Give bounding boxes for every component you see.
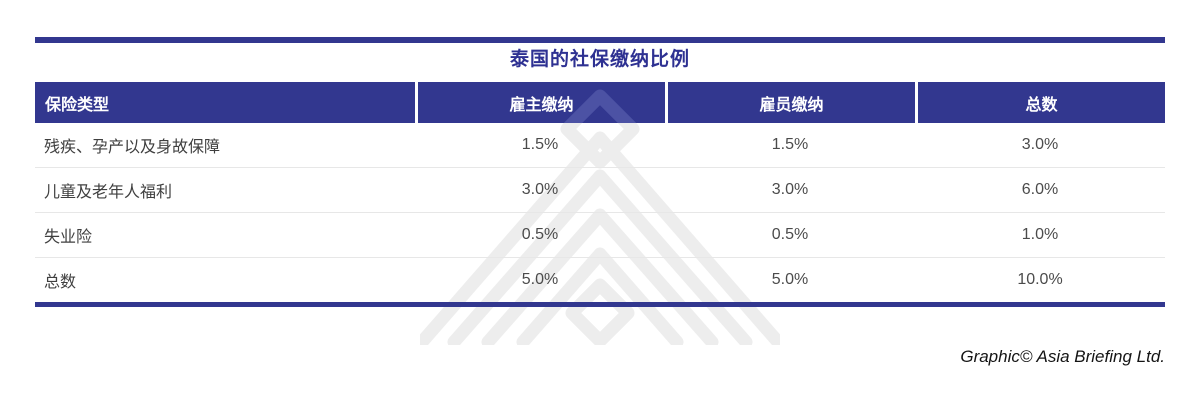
cell-employer-rate: 5.0% — [521, 271, 559, 288]
cell-insurance-type: 残疾、孕产以及身故保障 — [44, 139, 221, 156]
column-header-insurance-type: 保险类型 — [45, 96, 110, 114]
cell-employee-rate: 0.5% — [771, 226, 809, 243]
cell-employer-rate: 0.5% — [521, 226, 559, 243]
top-divider-bar — [35, 37, 1165, 43]
column-header-employer-contribution: 雇主缴纳 — [415, 82, 665, 123]
column-header-employee-contribution: 雇员缴纳 — [665, 82, 915, 123]
cell-insurance-type: 失业险 — [44, 229, 93, 246]
table-row: 儿童及老年人福利 3.0% 3.0% 6.0% — [35, 168, 1165, 213]
cell-total-rate: 6.0% — [1021, 181, 1059, 198]
cell-employee-rate: 5.0% — [771, 271, 809, 288]
contribution-table: 保险类型 雇主缴纳 雇员缴纳 总数 残疾、孕产以及身故保障 1.5% 1.5% … — [35, 82, 1165, 307]
table-row: 残疾、孕产以及身故保障 1.5% 1.5% 3.0% — [35, 123, 1165, 168]
table-row-total: 总数 5.0% 5.0% 10.0% — [35, 258, 1165, 307]
cell-total-rate: 3.0% — [1021, 136, 1059, 153]
chart-title: 泰国的社保缴纳比例 — [509, 49, 690, 70]
table-row: 失业险 0.5% 0.5% 1.0% — [35, 213, 1165, 258]
cell-insurance-type: 儿童及老年人福利 — [44, 184, 173, 201]
column-header-total: 总数 — [915, 82, 1165, 123]
table-header-row: 保险类型 雇主缴纳 雇员缴纳 总数 — [35, 82, 1165, 123]
cell-employee-rate: 3.0% — [771, 181, 809, 198]
cell-employee-rate: 1.5% — [771, 136, 809, 153]
credit-text: Graphic© Asia Briefing Ltd. — [960, 347, 1165, 366]
cell-total-rate: 1.0% — [1021, 226, 1059, 243]
cell-employer-rate: 1.5% — [521, 136, 559, 153]
cell-employer-rate: 3.0% — [521, 181, 559, 198]
cell-insurance-type: 总数 — [44, 274, 77, 291]
cell-total-rate: 10.0% — [1017, 271, 1063, 288]
